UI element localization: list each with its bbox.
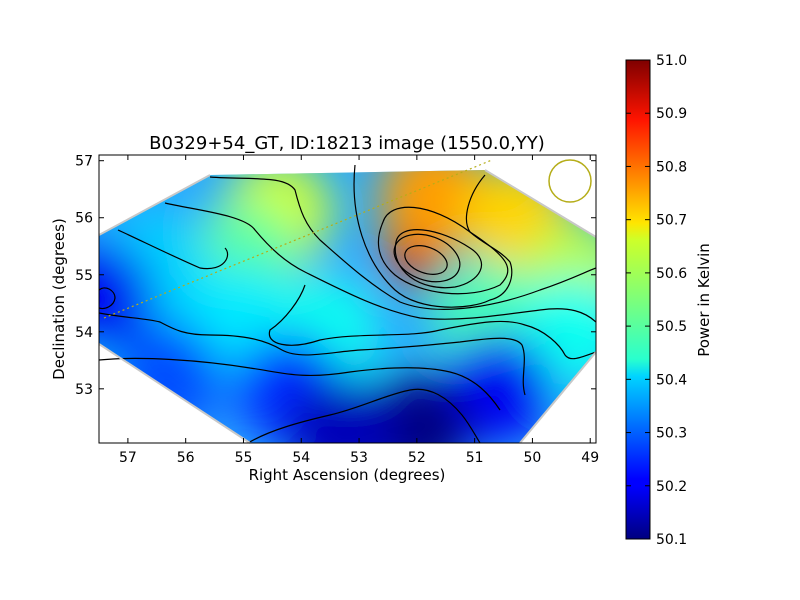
colorbar-tick-label: 50.2: [656, 479, 687, 495]
y-tick-label: 54: [75, 325, 93, 341]
colorbar-gradient: [625, 59, 651, 540]
y-tick-label: 57: [75, 154, 93, 170]
heatmap-sample: [113, 322, 224, 433]
x-tick-label: 51: [466, 450, 484, 466]
colorbar-tick-label: 50.9: [656, 106, 687, 122]
colorbar: 51.0 50.9 50.8 50.7 50.6 50.5 50.4 50.3 50.2 50.1…: [625, 53, 713, 548]
colorbar-tick-label: 50.4: [656, 372, 687, 388]
field-edge-lower-left: [98, 343, 251, 444]
contour-line: [209, 176, 596, 310]
x-tick-label: 56: [177, 450, 195, 466]
heatmap-sample: [517, 276, 596, 387]
y-tick-label: 53: [75, 382, 93, 398]
field-edge-lower-right: [519, 351, 597, 444]
contour-line: [353, 164, 513, 308]
colorbar-tick-label: 50.3: [656, 426, 687, 442]
contour-line: [268, 284, 596, 360]
colorbar-tick-label: 50.1: [656, 532, 687, 548]
heatmap-sample: [361, 373, 472, 443]
y-axis-ticks: 53 54 55 56 57: [75, 154, 596, 398]
beam-marker: [548, 159, 592, 203]
colorbar-tick-label: 50.7: [656, 213, 687, 229]
colorbar-tick-label: 50.5: [656, 319, 687, 335]
x-tick-label: 57: [119, 450, 137, 466]
heatmap-sample: [286, 379, 397, 443]
contour-line: [99, 287, 116, 310]
x-tick-label: 49: [581, 450, 599, 466]
heatmap-sample: [99, 242, 154, 353]
colorbar-label: Power in Kelvin: [695, 243, 713, 357]
x-axis-ticks: 57 56 55 54 53 52 51 50 49: [119, 155, 599, 466]
colorbar-tick-label: 50.6: [656, 266, 687, 282]
contour-line: [247, 388, 481, 443]
y-tick-label: 56: [75, 211, 93, 227]
field-boundary: [98, 169, 597, 444]
colorbar-tick-label: 51.0: [656, 53, 687, 69]
field-edge-right: [484, 169, 597, 238]
y-axis-label: Declination (degrees): [50, 218, 68, 380]
chart-title: B0329+54_GT, ID:18213 image (1550.0,YY): [149, 133, 545, 154]
field-edge-left: [98, 174, 211, 236]
x-axis-label: Right Ascension (degrees): [249, 466, 446, 484]
contour-line: [99, 357, 501, 411]
contour-lines: [99, 164, 596, 443]
x-tick-label: 50: [524, 450, 542, 466]
y-tick-label: 55: [75, 268, 93, 284]
colorbar-ticks: 51.0 50.9 50.8 50.7 50.6 50.5 50.4 50.3 50.2 50.1: [626, 53, 687, 548]
plot-frame: [98, 154, 597, 444]
x-tick-label: 53: [350, 450, 368, 466]
colorbar-tick-label: 50.8: [656, 159, 687, 175]
x-tick-label: 54: [292, 450, 310, 466]
heatmap-field: [99, 170, 596, 443]
contour-line: [164, 202, 596, 323]
contour-line: [394, 229, 483, 289]
contour-line: [404, 245, 448, 275]
x-tick-label: 52: [408, 450, 426, 466]
contour-line: [117, 229, 229, 270]
x-tick-label: 55: [235, 450, 253, 466]
contour-line: [377, 206, 509, 295]
contour-line: [99, 312, 526, 396]
